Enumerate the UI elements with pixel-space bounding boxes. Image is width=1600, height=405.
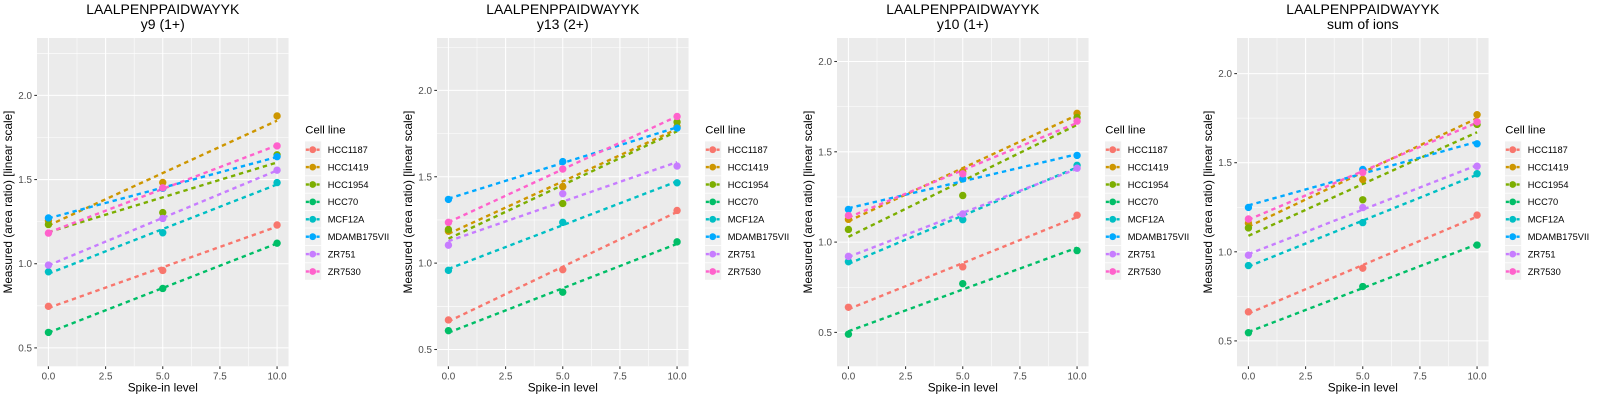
svg-text:ZR751: ZR751 xyxy=(328,249,356,259)
svg-text:2.5: 2.5 xyxy=(899,372,913,383)
svg-text:HCC70: HCC70 xyxy=(1528,197,1558,207)
svg-text:Measured (area ratio) [linear: Measured (area ratio) [linear scale] xyxy=(401,111,415,294)
svg-text:2.0: 2.0 xyxy=(418,86,432,97)
svg-text:1.0: 1.0 xyxy=(1218,247,1232,258)
svg-text:Cell line: Cell line xyxy=(305,125,345,137)
svg-text:y13 (2+): y13 (2+) xyxy=(537,16,589,32)
svg-text:HCC1954: HCC1954 xyxy=(1528,180,1569,190)
svg-text:7.5: 7.5 xyxy=(613,372,627,383)
svg-text:HCC1954: HCC1954 xyxy=(328,180,369,190)
svg-text:Spike-in level: Spike-in level xyxy=(128,381,198,395)
svg-text:1.5: 1.5 xyxy=(818,147,832,158)
svg-text:HCC1187: HCC1187 xyxy=(1128,145,1168,155)
svg-text:1.0: 1.0 xyxy=(818,238,832,249)
svg-text:5.0: 5.0 xyxy=(156,372,170,383)
svg-text:LAALPENPPAIDWAYYK: LAALPENPPAIDWAYYK xyxy=(1286,1,1440,17)
svg-text:MDAMB175VII: MDAMB175VII xyxy=(328,232,389,242)
svg-text:7.5: 7.5 xyxy=(213,372,227,383)
svg-text:10.0: 10.0 xyxy=(1467,372,1487,383)
svg-text:y9 (1+): y9 (1+) xyxy=(141,16,185,32)
svg-text:0.0: 0.0 xyxy=(1242,372,1256,383)
svg-text:ZR7530: ZR7530 xyxy=(1128,267,1161,277)
svg-text:HCC70: HCC70 xyxy=(728,197,758,207)
svg-text:HCC1419: HCC1419 xyxy=(1128,162,1169,172)
svg-text:Spike-in level: Spike-in level xyxy=(928,381,998,395)
svg-text:HCC1187: HCC1187 xyxy=(728,145,768,155)
svg-text:1.5: 1.5 xyxy=(1218,158,1232,169)
svg-text:10.0: 10.0 xyxy=(267,372,287,383)
svg-text:2.0: 2.0 xyxy=(18,91,32,102)
svg-text:Cell line: Cell line xyxy=(705,125,745,137)
svg-text:7.5: 7.5 xyxy=(1413,372,1427,383)
svg-text:5.0: 5.0 xyxy=(956,372,970,383)
svg-text:0.5: 0.5 xyxy=(418,345,432,356)
svg-text:2.5: 2.5 xyxy=(99,372,113,383)
svg-text:HCC1954: HCC1954 xyxy=(728,180,769,190)
svg-text:7.5: 7.5 xyxy=(1013,372,1027,383)
svg-text:0.5: 0.5 xyxy=(1218,336,1232,347)
svg-text:10.0: 10.0 xyxy=(1067,372,1087,383)
svg-text:ZR751: ZR751 xyxy=(728,249,756,259)
svg-text:1.0: 1.0 xyxy=(418,259,432,270)
svg-text:ZR7530: ZR7530 xyxy=(328,267,361,277)
svg-text:ZR7530: ZR7530 xyxy=(728,267,761,277)
svg-text:2.0: 2.0 xyxy=(1218,69,1232,80)
svg-text:5.0: 5.0 xyxy=(1356,372,1370,383)
svg-text:2.5: 2.5 xyxy=(499,372,513,383)
svg-text:MDAMB175VII: MDAMB175VII xyxy=(1128,232,1189,242)
svg-text:2.0: 2.0 xyxy=(818,57,832,68)
svg-text:HCC70: HCC70 xyxy=(328,197,358,207)
svg-text:0.5: 0.5 xyxy=(18,343,32,354)
svg-text:Cell line: Cell line xyxy=(1505,125,1545,137)
svg-text:MDAMB175VII: MDAMB175VII xyxy=(728,232,789,242)
svg-text:Spike-in level: Spike-in level xyxy=(1328,381,1398,395)
svg-text:HCC1954: HCC1954 xyxy=(1128,180,1169,190)
svg-text:HCC1419: HCC1419 xyxy=(1528,162,1569,172)
svg-text:0.0: 0.0 xyxy=(442,372,456,383)
svg-text:LAALPENPPAIDWAYYK: LAALPENPPAIDWAYYK xyxy=(86,1,240,17)
svg-text:HCC70: HCC70 xyxy=(1128,197,1158,207)
svg-text:Cell line: Cell line xyxy=(1105,125,1145,137)
svg-text:sum of ions: sum of ions xyxy=(1327,16,1399,32)
svg-text:Measured (area ratio) [linear: Measured (area ratio) [linear scale] xyxy=(801,111,815,294)
svg-text:10.0: 10.0 xyxy=(667,372,687,383)
svg-text:MDAMB175VII: MDAMB175VII xyxy=(1528,232,1589,242)
svg-text:Measured (area ratio) [linear: Measured (area ratio) [linear scale] xyxy=(1,111,15,294)
svg-text:MCF12A: MCF12A xyxy=(328,215,365,225)
svg-text:LAALPENPPAIDWAYYK: LAALPENPPAIDWAYYK xyxy=(886,1,1040,17)
svg-text:MCF12A: MCF12A xyxy=(728,215,765,225)
svg-text:0.0: 0.0 xyxy=(42,372,56,383)
svg-text:1.5: 1.5 xyxy=(18,175,32,186)
svg-text:1.5: 1.5 xyxy=(418,172,432,183)
svg-text:HCC1419: HCC1419 xyxy=(728,162,769,172)
svg-text:0.0: 0.0 xyxy=(842,372,856,383)
svg-text:1.0: 1.0 xyxy=(18,259,32,270)
svg-text:5.0: 5.0 xyxy=(556,372,570,383)
svg-text:0.5: 0.5 xyxy=(818,328,832,339)
svg-text:ZR751: ZR751 xyxy=(1528,249,1556,259)
svg-text:ZR751: ZR751 xyxy=(1128,249,1156,259)
svg-text:HCC1187: HCC1187 xyxy=(1528,145,1568,155)
svg-text:Measured (area ratio) [linear: Measured (area ratio) [linear scale] xyxy=(1201,111,1215,294)
svg-text:HCC1419: HCC1419 xyxy=(328,162,369,172)
svg-text:LAALPENPPAIDWAYYK: LAALPENPPAIDWAYYK xyxy=(486,1,640,17)
svg-text:2.5: 2.5 xyxy=(1299,372,1313,383)
svg-text:y10 (1+): y10 (1+) xyxy=(937,16,989,32)
svg-text:HCC1187: HCC1187 xyxy=(328,145,368,155)
svg-text:MCF12A: MCF12A xyxy=(1528,215,1565,225)
svg-text:Spike-in level: Spike-in level xyxy=(528,381,598,395)
svg-text:MCF12A: MCF12A xyxy=(1128,215,1165,225)
svg-text:ZR7530: ZR7530 xyxy=(1528,267,1561,277)
